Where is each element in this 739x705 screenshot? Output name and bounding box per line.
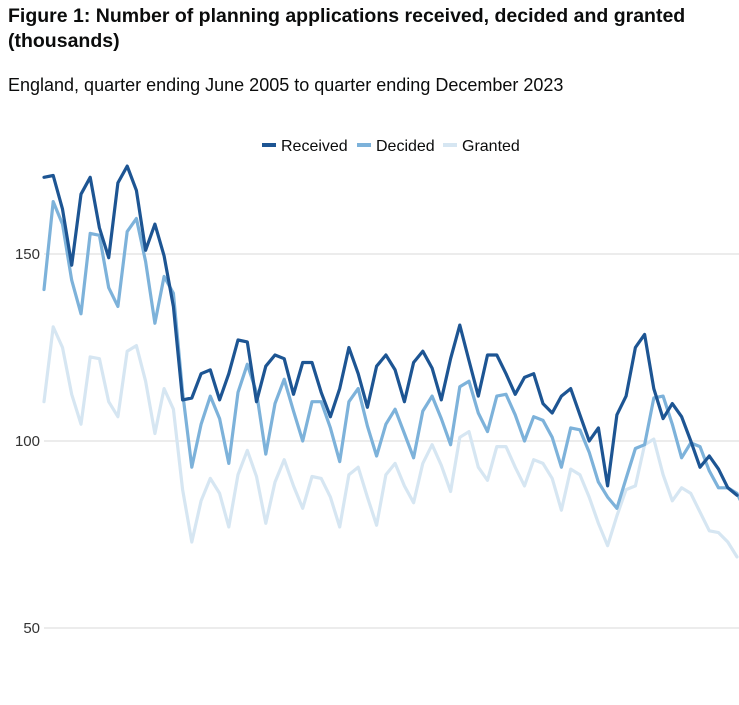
- y-tick-label: 50: [23, 620, 40, 637]
- series-lines: [42, 164, 739, 559]
- series-line-granted: [42, 325, 739, 559]
- y-tick-label: 100: [15, 433, 40, 450]
- legend: Received Decided Granted: [262, 138, 520, 155]
- legend-label-granted: Granted: [462, 138, 520, 155]
- y-axis-ticks: 50 100 150: [15, 246, 40, 637]
- legend-label-decided: Decided: [376, 138, 435, 155]
- series-line-decided: [42, 200, 739, 510]
- gridlines: [44, 253, 739, 629]
- y-tick-label: 150: [15, 246, 40, 263]
- chart-title: Figure 1: Number of planning application…: [8, 5, 686, 52]
- series-line-received: [42, 164, 739, 497]
- legend-label-received: Received: [281, 138, 348, 155]
- chart-subtitle: England, quarter ending June 2005 to qua…: [8, 75, 564, 95]
